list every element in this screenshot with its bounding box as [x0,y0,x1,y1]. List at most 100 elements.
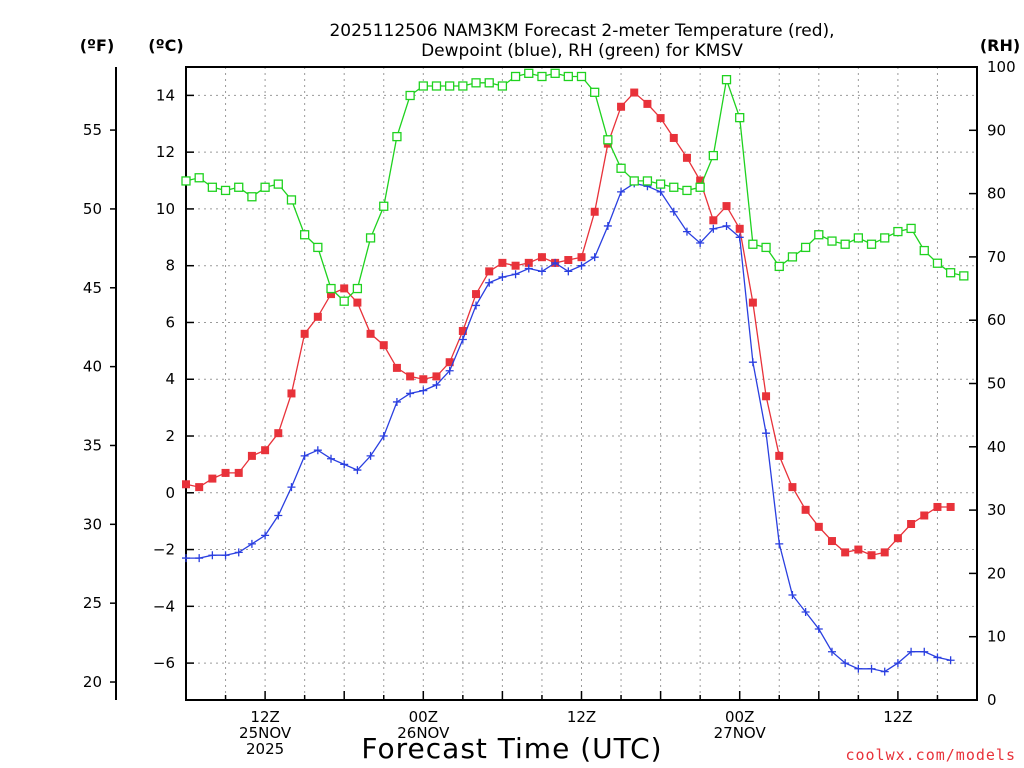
data-point [748,239,758,249]
data-point [867,664,876,673]
data-point [814,522,823,531]
data-point [788,590,797,599]
data-point [234,468,243,477]
x-tick-label: 12Z [567,708,596,726]
data-point [524,264,533,273]
rh-tick-label: 90 [987,121,1006,139]
fahrenheit-tick-label: 30 [83,515,102,533]
data-point [933,502,942,511]
data-point [405,90,415,101]
data-point [392,363,401,372]
data-point [787,252,798,262]
plot-frame [185,66,978,701]
data-point [247,539,256,548]
data-point [748,358,757,367]
celsius-axis-header: (ºC) [148,36,183,55]
chart-axes [110,66,978,701]
fahrenheit-tick-label: 55 [83,121,102,139]
data-point [655,179,666,189]
data-point [274,511,283,520]
data-point [774,261,784,272]
data-point [642,176,653,186]
data-point [261,531,270,540]
data-point [286,195,297,205]
data-point [827,236,837,246]
rh-tick-label: 80 [987,185,1006,203]
data-point [919,245,929,256]
series-line [185,91,951,556]
data-point [775,451,784,460]
data-point [840,239,850,249]
data-point [800,242,811,253]
data-point [194,173,204,183]
data-point [946,502,955,511]
data-point [537,253,546,262]
data-point [576,71,587,82]
data-point [762,392,771,401]
data-point [352,283,363,294]
data-point [221,551,230,560]
grid-lines [186,67,977,700]
data-point [379,201,389,211]
series-dewpoint [182,179,955,676]
rh-tick-label: 40 [987,438,1006,456]
data-point [339,296,349,306]
data-point [419,375,428,384]
data-point [313,242,323,253]
data-point [195,483,204,492]
data-point [669,133,678,142]
data-point [643,99,652,108]
data-point [340,284,349,293]
data-point [617,187,626,196]
data-point [630,88,639,97]
rh-tick-label: 0 [987,691,997,709]
data-point [273,179,283,189]
data-point [564,267,573,276]
data-point [260,182,270,192]
data-point [274,429,283,438]
data-point [722,202,731,211]
data-point [485,267,494,276]
data-point [893,534,902,543]
data-point [181,176,191,186]
data-point [801,608,810,617]
data-point [814,230,824,240]
data-point [445,81,455,91]
data-point [550,68,560,78]
series-rh [181,68,969,306]
data-point [366,329,375,338]
rh-tick-label: 30 [987,501,1006,519]
data-point [577,253,586,262]
celsius-tick-label: 10 [156,200,175,218]
data-point [709,224,718,233]
data-point [220,185,231,196]
data-point [959,271,969,281]
data-point [327,454,336,463]
rh-tick-label: 20 [987,564,1006,582]
data-point [590,207,599,216]
data-point [762,429,771,438]
data-point [287,389,296,398]
data-point [880,233,890,243]
x-tick-label: 26NOV [397,724,450,742]
data-point [695,182,705,192]
x-tick-label: 25NOV [239,724,292,742]
data-point [748,298,757,307]
data-point [590,87,600,97]
data-point [788,483,797,492]
data-point [867,551,876,560]
data-point [511,261,520,270]
data-point [866,239,877,249]
data-point [365,233,376,243]
data-point [524,258,533,267]
data-point [946,656,955,665]
series-temperature [182,88,955,560]
data-point [182,480,190,489]
data-point [708,150,718,161]
x-tick-label: 27NOV [714,724,767,742]
source-credit[interactable]: coolwx.com/models [845,746,1016,764]
celsius-tick-label: 8 [165,257,175,275]
data-point [669,182,679,192]
data-point [419,386,428,395]
